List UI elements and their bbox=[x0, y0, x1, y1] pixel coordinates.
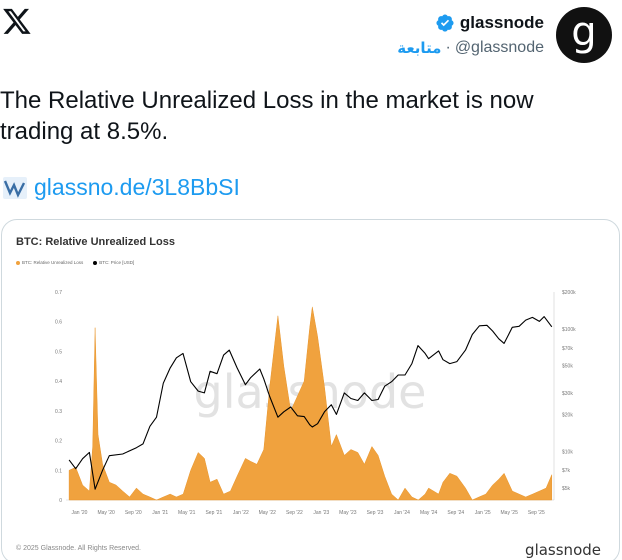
y-left-tick-label: 0.7 bbox=[55, 290, 62, 296]
x-tick-label: Sep '21 bbox=[205, 510, 222, 516]
avatar[interactable]: g bbox=[556, 7, 612, 63]
chart-legend: BTC: Relative Unrealized Loss BTC: Price… bbox=[16, 260, 134, 265]
price-line-series bbox=[68, 316, 553, 490]
legend-dot-loss bbox=[16, 260, 20, 265]
tweet-link[interactable]: glassno.de/3L8BbSI bbox=[2, 174, 240, 201]
x-tick-label: Jan '23 bbox=[313, 510, 329, 516]
y-right-tick-label: $7k bbox=[562, 468, 571, 474]
tweet-text: The Relative Unrealized Loss in the mark… bbox=[0, 87, 534, 145]
y-left-tick-label: 0.3 bbox=[55, 409, 62, 415]
y-left-tick-label: 0.4 bbox=[55, 379, 62, 385]
chart-title: BTC: Relative Unrealized Loss bbox=[16, 236, 175, 248]
x-tick-label: Jan '21 bbox=[152, 510, 168, 516]
chart-copyright: © 2025 Glassnode. All Rights Reserved. bbox=[16, 545, 142, 552]
loss-area-series bbox=[68, 306, 553, 501]
legend-label-price: BTC: Price [USD] bbox=[99, 260, 135, 265]
chart-card[interactable]: glassnode 0 0.1 0.2 0.3 0.4 0.5 0.6 0.7 $5k $7k $10… bbox=[1, 219, 620, 560]
y-left-tick-label: 0.2 bbox=[55, 439, 62, 445]
x-tick-label: Sep '24 bbox=[447, 510, 464, 516]
x-tick-label: Jan '25 bbox=[475, 510, 491, 516]
avatar-letter: g bbox=[571, 9, 597, 55]
x-tick-label: Jan '20 bbox=[71, 510, 87, 516]
x-logo-icon[interactable] bbox=[2, 6, 32, 36]
x-tick-label: May '24 bbox=[420, 510, 438, 516]
y-right-tick-label: $10k bbox=[562, 449, 573, 455]
y-right-tick-label: $50k bbox=[562, 364, 573, 370]
handle-row: متابعة · @glassnode bbox=[397, 39, 544, 57]
x-tick-label: Sep '20 bbox=[125, 510, 142, 516]
x-tick-label: May '23 bbox=[339, 510, 357, 516]
author-info: glassnode متابعة · @glassnode bbox=[397, 13, 544, 57]
x-tick-label: Sep '25 bbox=[528, 510, 545, 516]
legend-label-loss: BTC: Relative Unrealized Loss bbox=[22, 260, 84, 265]
x-tick-label: Sep '22 bbox=[286, 510, 303, 516]
x-tick-label: May '22 bbox=[259, 510, 277, 516]
x-tick-label: May '21 bbox=[178, 510, 196, 516]
x-tick-label: Jan '24 bbox=[394, 510, 410, 516]
y-left-tick-label: 0.6 bbox=[55, 320, 62, 326]
y-right-tick-label: $5k bbox=[562, 486, 571, 492]
separator-dot: · bbox=[445, 39, 451, 56]
y-right-tick-label: $100k bbox=[562, 327, 576, 333]
link-text[interactable]: glassno.de/3L8BbSI bbox=[34, 174, 240, 200]
display-name[interactable]: glassnode bbox=[459, 13, 544, 32]
y-left-tick-label: 0.1 bbox=[55, 468, 62, 474]
y-right-tick-label: $20k bbox=[562, 412, 573, 418]
verified-badge-icon bbox=[436, 14, 454, 32]
glassnode-link-icon bbox=[3, 176, 27, 199]
legend-item-price: BTC: Price [USD] bbox=[93, 260, 134, 265]
y-right-tick-label: $200k bbox=[562, 290, 576, 296]
y-right-tick-label: $70k bbox=[562, 346, 573, 352]
legend-dot-price bbox=[93, 260, 98, 265]
follow-button[interactable]: متابعة bbox=[397, 40, 442, 57]
x-tick-label: Jan '22 bbox=[233, 510, 249, 516]
y-left-tick-label: 0.5 bbox=[55, 349, 62, 355]
y-right-tick-label: $30k bbox=[562, 391, 573, 397]
chart-brand: glassnode bbox=[525, 541, 601, 559]
name-row: glassnode bbox=[435, 13, 544, 33]
x-tick-label: May '20 bbox=[97, 510, 115, 516]
y-left-tick-label: 0 bbox=[59, 498, 62, 504]
handle[interactable]: @glassnode bbox=[454, 39, 544, 56]
chart-svg: glassnode00.10.20.30.40.50.60.7$5k$7k$10… bbox=[55, 290, 576, 516]
tweet-header: glassnode متابعة · @glassnode g bbox=[397, 6, 612, 64]
x-tick-label: May '25 bbox=[501, 510, 519, 516]
legend-item-loss: BTC: Relative Unrealized Loss bbox=[16, 260, 83, 265]
x-tick-label: Sep '23 bbox=[367, 510, 384, 516]
